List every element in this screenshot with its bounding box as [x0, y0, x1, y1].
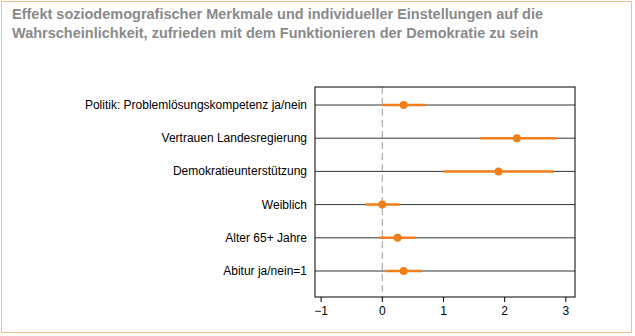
category-label: Politik: Problemlösungskompetenz ja/nein: [85, 98, 307, 112]
x-tick-label: 2: [501, 304, 508, 318]
row-line: [315, 237, 575, 238]
x-tick-label: 1: [440, 304, 447, 318]
category-label: Alter 65+ Jahre: [225, 231, 307, 245]
row-line: [315, 204, 575, 205]
frame: [1, 1, 632, 333]
point: [394, 234, 402, 242]
x-tick: [504, 297, 505, 302]
reference-line: [382, 87, 383, 297]
x-tick-label: −1: [314, 304, 328, 318]
point: [378, 201, 386, 209]
chart: −1 0 1 2 3 Politik: Problemlösungskompetenz j…: [0, 0, 635, 336]
x-tick: [321, 297, 322, 302]
x-tick: [382, 297, 383, 302]
title: Effekt soziodemografischer Merkmale und …: [12, 5, 627, 43]
category-label: Weiblich: [262, 198, 307, 212]
category-label: Abitur ja/nein=1: [223, 264, 307, 278]
point: [495, 167, 503, 175]
x-tick: [565, 297, 566, 302]
point: [513, 134, 521, 142]
plot-frame: [315, 87, 575, 297]
marks: [365, 101, 556, 275]
x-tick-label: 0: [379, 304, 386, 318]
category-label: Vertrauen Landesregierung: [162, 131, 307, 145]
row-line: [315, 171, 575, 172]
x-tick: [443, 297, 444, 302]
x-tick-label: 3: [562, 304, 569, 318]
category-label: Demokratieunterstützung: [173, 164, 307, 178]
row-line: [315, 138, 575, 139]
row-line: [315, 105, 575, 106]
point: [400, 267, 408, 275]
point: [400, 101, 408, 109]
row-line: [315, 271, 575, 272]
